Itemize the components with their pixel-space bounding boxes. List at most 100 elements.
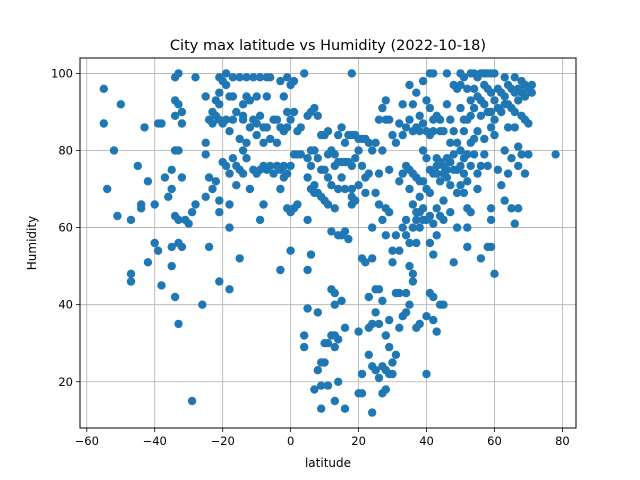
scatter-point bbox=[327, 227, 336, 236]
scatter-point bbox=[225, 223, 234, 232]
scatter-point bbox=[310, 146, 319, 155]
scatter-point bbox=[286, 115, 295, 124]
scatter-point bbox=[385, 342, 394, 352]
scatter-point bbox=[167, 242, 176, 252]
x-tick-label: −60 bbox=[75, 434, 99, 448]
scatter-point bbox=[503, 169, 513, 178]
scatter-point bbox=[283, 169, 292, 178]
scatter-point bbox=[368, 146, 377, 155]
y-axis-ticks: 20 40 60 80 100 bbox=[51, 66, 80, 389]
scatter-point bbox=[429, 250, 438, 259]
scatter-point bbox=[520, 169, 530, 178]
scatter-point bbox=[374, 373, 384, 383]
scatter-point bbox=[432, 231, 441, 240]
scatter-point bbox=[510, 107, 519, 117]
scatter-point bbox=[306, 250, 316, 259]
scatter-point bbox=[401, 231, 411, 240]
scatter-point bbox=[320, 358, 329, 367]
scatter-point bbox=[415, 319, 424, 329]
scatter-point bbox=[357, 161, 367, 171]
scatter-point bbox=[374, 200, 384, 209]
scatter-point bbox=[262, 123, 271, 132]
scatter-point bbox=[408, 100, 418, 109]
x-tick-label: −20 bbox=[211, 434, 235, 448]
scatter-point bbox=[272, 138, 282, 147]
scatter-point bbox=[524, 119, 533, 128]
scatter-point bbox=[381, 96, 390, 105]
scatter-point bbox=[449, 258, 458, 267]
scatter-point bbox=[388, 258, 397, 267]
scatter-point bbox=[401, 123, 411, 132]
scatter-point bbox=[187, 208, 197, 217]
scatter-point bbox=[405, 238, 414, 248]
scatter-point bbox=[361, 258, 370, 267]
scatter-point bbox=[306, 161, 316, 171]
scatter-point bbox=[303, 154, 312, 163]
scatter-point bbox=[177, 107, 187, 117]
scatter-point bbox=[174, 215, 183, 225]
scatter-point bbox=[266, 73, 275, 82]
scatter-point bbox=[262, 92, 271, 101]
scatter-point bbox=[140, 123, 149, 132]
scatter-point bbox=[300, 342, 309, 352]
scatter-point bbox=[388, 246, 397, 255]
scatter-point bbox=[466, 111, 475, 121]
scatter-point bbox=[459, 73, 469, 82]
scatter-point bbox=[303, 265, 312, 275]
scatter-point bbox=[330, 204, 339, 213]
scatter-point bbox=[514, 96, 523, 105]
x-axis-ticks: −60 −40 −20 0 20 40 60 80 bbox=[75, 428, 570, 448]
scatter-point bbox=[177, 119, 187, 128]
scatter-point bbox=[425, 211, 435, 221]
scatter-point bbox=[215, 277, 224, 286]
scatter-point bbox=[201, 150, 210, 159]
scatter-point bbox=[364, 138, 373, 147]
scatter-point bbox=[408, 223, 418, 232]
scatter-point bbox=[435, 115, 445, 124]
scatter-point bbox=[446, 138, 455, 147]
scatter-point bbox=[330, 300, 339, 309]
scatter-point bbox=[422, 96, 431, 105]
scatter-point bbox=[170, 292, 180, 302]
scatter-point bbox=[486, 107, 496, 117]
scatter-point bbox=[283, 107, 292, 117]
scatter-point bbox=[405, 115, 414, 124]
scatter-point bbox=[255, 111, 265, 121]
scatter-point bbox=[103, 184, 112, 194]
scatter-point bbox=[211, 177, 221, 186]
scatter-point bbox=[303, 173, 312, 182]
scatter-point bbox=[425, 238, 435, 248]
scatter-point bbox=[334, 130, 343, 140]
scatter-point bbox=[225, 285, 234, 294]
scatter-point bbox=[198, 300, 207, 309]
scatter-point bbox=[126, 269, 136, 278]
scatter-point bbox=[429, 219, 438, 228]
scatter-point bbox=[143, 258, 153, 267]
scatter-point bbox=[221, 80, 231, 90]
scatter-point bbox=[446, 208, 455, 217]
scatter-point bbox=[480, 100, 489, 109]
scatter-point bbox=[184, 219, 193, 228]
scatter-point bbox=[269, 169, 278, 178]
scatter-point bbox=[483, 161, 492, 171]
scatter-point bbox=[313, 366, 322, 375]
scatter-point bbox=[279, 161, 288, 171]
scatter-point bbox=[276, 265, 285, 275]
scatter-point bbox=[398, 169, 407, 178]
scatter-point bbox=[317, 381, 326, 390]
scatter-point bbox=[334, 377, 343, 386]
scatter-point bbox=[340, 138, 350, 147]
scatter-point bbox=[476, 111, 486, 121]
scatter-point bbox=[167, 184, 176, 194]
scatter-point bbox=[371, 366, 380, 375]
scatter-point bbox=[486, 204, 496, 213]
scatter-point bbox=[323, 381, 333, 390]
scatter-point bbox=[439, 215, 448, 225]
scatter-point bbox=[374, 115, 384, 124]
scatter-point bbox=[113, 211, 122, 221]
scatter-point bbox=[157, 119, 166, 128]
scatter-point bbox=[191, 200, 200, 209]
scatter-point bbox=[381, 331, 390, 340]
scatter-point bbox=[242, 154, 251, 163]
